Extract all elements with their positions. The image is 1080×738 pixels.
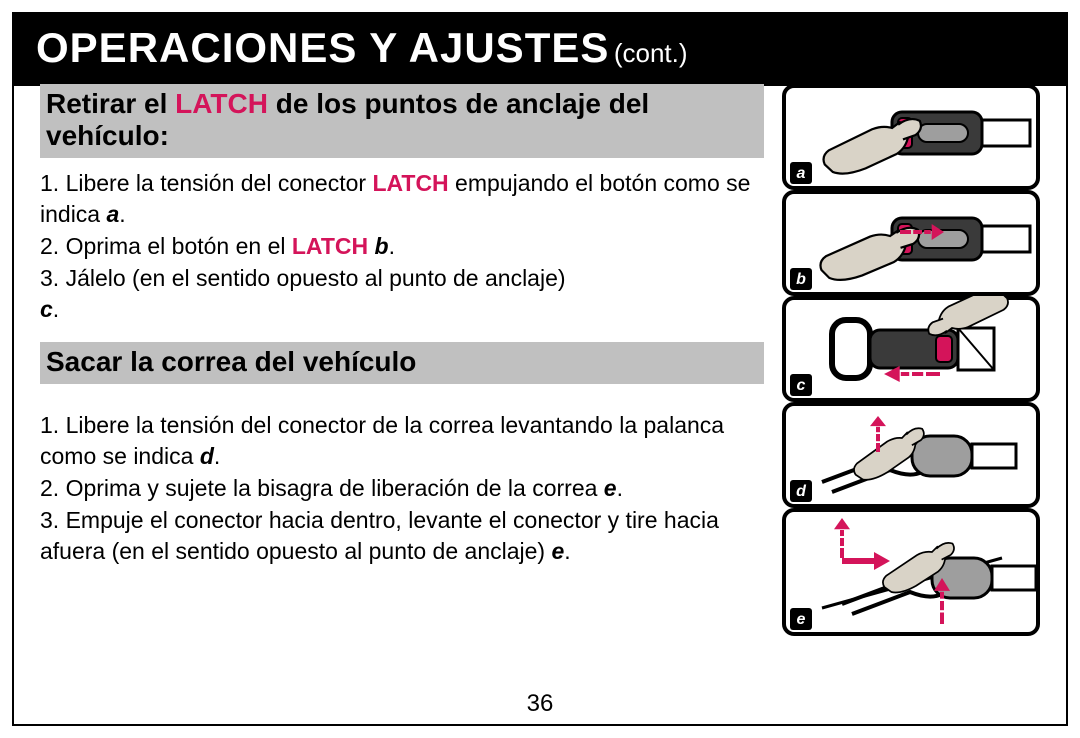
s1s2-latch: LATCH — [292, 233, 375, 259]
s2s1-end: . — [214, 443, 220, 469]
header-cont: (cont.) — [614, 38, 688, 68]
header-title: OPERACIONES Y AJUSTES — [36, 24, 609, 71]
s2s2-ref: e — [604, 475, 617, 501]
s1s2-end: . — [389, 233, 395, 259]
s1s1-end: . — [119, 201, 125, 227]
section1-title-latch: LATCH — [175, 88, 268, 119]
figure-e: e — [782, 508, 1040, 636]
content-area: Retirar el LATCH de los puntos de anclaj… — [40, 84, 1040, 688]
section1-header: Retirar el LATCH de los puntos de anclaj… — [40, 84, 764, 158]
svg-text:e: e — [797, 611, 806, 628]
s1s1-pre: 1. Libere la tensión del conector — [40, 170, 372, 196]
page-header: OPERACIONES Y AJUSTES (cont.) — [14, 14, 1066, 86]
svg-text:a: a — [797, 165, 806, 182]
section2-step2: 2. Oprima y sujete la bisagra de liberac… — [40, 473, 764, 503]
section1-title-pre: Retirar el — [46, 88, 175, 119]
figure-d: d — [782, 402, 1040, 508]
s1s1-latch: LATCH — [372, 170, 448, 196]
section2-step1: 1. Libere la tensión del conector de la … — [40, 410, 764, 471]
s2s1-ref: d — [200, 443, 214, 469]
s2s2-pre: 2. Oprima y sujete la bisagra de liberac… — [40, 475, 604, 501]
figure-c: c — [782, 296, 1040, 402]
s1s3-ref: c — [40, 296, 53, 322]
figure-a: a — [782, 84, 1040, 190]
s1s2-ref: b — [375, 233, 389, 259]
svg-text:c: c — [797, 377, 806, 394]
section1-step3: 3. Jálelo (en el sentido opuesto al punt… — [40, 263, 764, 324]
s1s3-pre: 3. Jálelo (en el sentido opuesto al punt… — [40, 265, 566, 291]
s2s1-pre: 1. Libere la tensión del conector de la … — [40, 412, 724, 468]
s2s3-end: . — [564, 538, 570, 564]
section2-title: Sacar la correa del vehículo — [46, 346, 758, 378]
figure-stack: a b c — [782, 84, 1040, 636]
section1-title: Retirar el LATCH de los puntos de anclaj… — [46, 88, 758, 152]
page-number: 36 — [0, 690, 1080, 718]
svg-text:b: b — [796, 271, 806, 288]
s2s3-pre: 3. Empuje el conector hacia dentro, leva… — [40, 507, 719, 563]
s2s3-ref: e — [551, 538, 564, 564]
s1s3-end: . — [53, 296, 59, 322]
section2-header: Sacar la correa del vehículo — [40, 342, 764, 384]
right-column: a b c — [782, 84, 1040, 688]
section1-step2: 2. Oprima el botón en el LATCH b. — [40, 231, 764, 261]
section2-step3: 3. Empuje el conector hacia dentro, leva… — [40, 505, 764, 566]
s1s1-ref: a — [106, 201, 119, 227]
s1s2-pre: 2. Oprima el botón en el — [40, 233, 292, 259]
left-column: Retirar el LATCH de los puntos de anclaj… — [40, 84, 764, 688]
svg-text:d: d — [796, 483, 807, 500]
s2s2-end: . — [617, 475, 623, 501]
figure-b: b — [782, 190, 1040, 296]
section1-step1: 1. Libere la tensión del conector LATCH … — [40, 168, 764, 229]
